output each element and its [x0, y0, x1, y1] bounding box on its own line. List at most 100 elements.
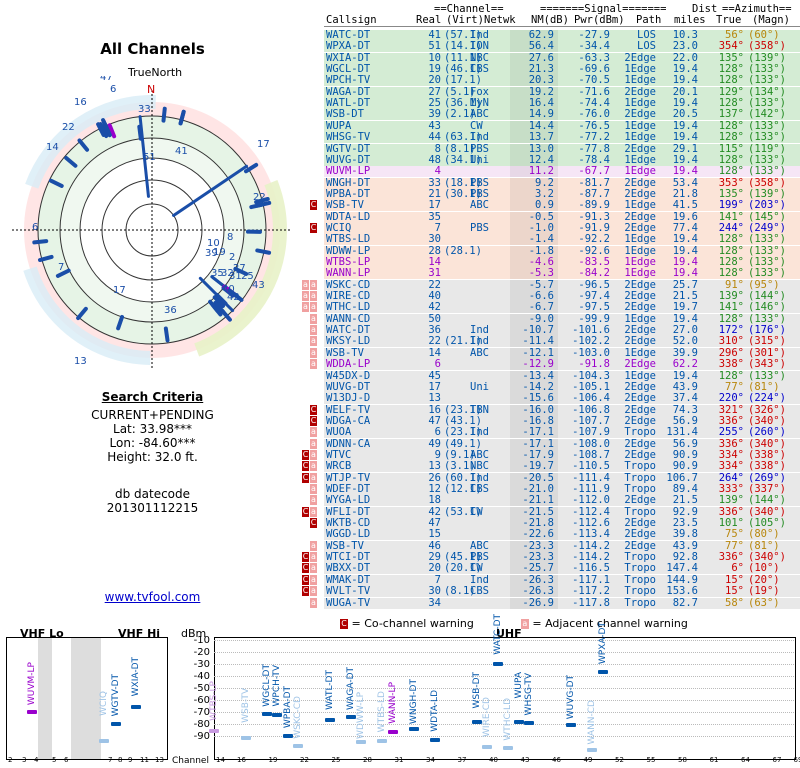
signal-stick[interactable]	[240, 736, 251, 741]
table-row[interactable]: WCIQ 7 PBS -1.0 -91.9 2Edge 77.4 244° (249°)	[324, 222, 800, 234]
cell-net: TBN	[470, 403, 489, 416]
signal-stick[interactable]	[524, 721, 534, 726]
cell-real: 13	[428, 392, 441, 405]
table-row[interactable]: WUOA 6 (23.1) Ind -17.1 -107.9 Tropo 131.4 255° (…	[324, 427, 800, 439]
signal-stick[interactable]	[99, 738, 109, 743]
x-tick-label: 58	[678, 756, 687, 764]
cell-path: 1Edge	[624, 312, 656, 325]
cell-path: 2Edge	[624, 85, 656, 98]
tvfool-link[interactable]: www.tvfool.com	[104, 590, 201, 604]
nm-column-shade	[510, 506, 558, 518]
signal-stick[interactable]	[387, 729, 398, 734]
table-row[interactable]: WFLI-DT 42 (53.1) CW -21.5 -112.4 Tropo 92.9 336…	[324, 506, 800, 518]
signal-stick[interactable]	[513, 720, 524, 725]
table-row[interactable]: WSKC-CD 22 -5.7 -96.5 2Edge 25.7 91° (95°)	[324, 279, 800, 291]
table-row[interactable]: WSB-TV 14 ABC -12.1 -103.0 1Edge 39.9 296° (301°…	[324, 347, 800, 359]
cell-call: WSB-TV	[326, 199, 364, 212]
table-row[interactable]: WTBS-LD 30 -1.4 -92.2 1Edge 19.4 128° (133°)	[324, 234, 800, 246]
table-row[interactable]: WSB-TV 17 ABC 0.9 -89.9 1Edge 41.5 199° (203°)	[324, 199, 800, 212]
table-row[interactable]: WGTV-DT 8 (8.1) PBS 13.0 -77.8 2Edge 29.1 115° (1…	[324, 143, 800, 155]
signal-stick[interactable]	[27, 709, 37, 714]
table-row[interactable]: WTBS-LP 14 -4.6 -83.5 1Edge 19.4 128° (133°)	[324, 257, 800, 268]
signal-stick[interactable]	[503, 745, 513, 750]
table-row[interactable]: WDWW-LP 28 (28.1) -1.8 -92.6 1Edge 19.4 128° (13…	[324, 245, 800, 257]
signal-stick[interactable]	[482, 745, 492, 750]
table-row[interactable]: WPCH-TV 20 (17.1) 20.3 -70.5 1Edge 19.4 128° (13…	[324, 75, 800, 87]
table-row[interactable]: WKTB-CD 47 -21.8 -112.6 2Edge 23.5 101° (105°)	[324, 518, 800, 530]
nm-column-shade	[510, 86, 558, 98]
table-row[interactable]: WNGH-DT 33 (18.1) PBS 9.2 -81.7 2Edge 53.4 353° (…	[324, 177, 800, 189]
table-row[interactable]: WUPA 43 CW 14.4 -76.5 1Edge 19.4 128° (133°)	[324, 120, 800, 132]
table-row[interactable]: WPXA-DT 51 (14.1) ION 56.4 -34.4 LOS 23.0 354° (3…	[324, 41, 800, 53]
table-row[interactable]: WTCI-DT 29 (45.1) PBS -23.3 -114.2 Tropo 92.8 33…	[324, 552, 800, 564]
table-row[interactable]: WDGA-CA 47 (43.1) -16.8 -107.7 2Edge 56.9 336° (…	[324, 415, 800, 427]
table-row[interactable]: WUVG-DT 48 (34.1) Uni 12.4 -78.4 1Edge 19.4 128°…	[324, 154, 800, 166]
table-row[interactable]: WATC-DT 41 (57.1) Ind 62.9 -27.9 LOS 10.3 56° (60…	[324, 30, 800, 41]
table-row[interactable]: WGGD-LD 15 -22.6 -113.4 2Edge 39.8 75° (80°)	[324, 529, 800, 541]
table-row[interactable]: WYGA-LD 18 -21.1 -112.0 2Edge 21.5 139° (144°)	[324, 495, 800, 507]
table-row[interactable]: WATC-DT 36 Ind -10.7 -101.6 2Edge 27.0 172° (176…	[324, 325, 800, 337]
table-row[interactable]: WXIA-DT 10 (11.1) NBC 27.6 -63.3 2Edge 22.0 135°…	[324, 52, 800, 64]
cell-pwr: -74.4	[578, 97, 610, 110]
cell-dist: 74.3	[672, 403, 698, 416]
table-row[interactable]: WDEF-DT 12 (12.1) CBS -21.0 -111.9 Tropo 89.4 33…	[324, 484, 800, 495]
table-row[interactable]: WGCL-DT 19 (46.1) CBS 21.3 -69.6 1Edge 19.4 128°…	[324, 64, 800, 76]
table-row[interactable]: WRCB 13 (3.1) NBC -19.7 -110.5 Tropo 90.9 334° (3…	[324, 461, 800, 473]
signal-stick[interactable]	[356, 739, 366, 744]
table-row[interactable]: WTVC 9 (9.1) ABC -17.9 -108.7 2Edge 90.9 334° (33…	[324, 448, 800, 461]
signal-stick[interactable]	[293, 744, 303, 749]
table-row[interactable]: WANN-LP 31 -5.3 -84.2 1Edge 19.4 128° (133°)	[324, 267, 800, 280]
cell-path: 2Edge	[624, 437, 656, 450]
signal-stick[interactable]	[471, 719, 482, 724]
signal-stick[interactable]	[131, 704, 141, 709]
signal-stick[interactable]	[111, 721, 121, 726]
cell-path: 2Edge	[624, 210, 656, 223]
y-tick-label: -20	[193, 647, 210, 658]
table-row[interactable]: WATL-DT 25 (36.1) MyN 16.4 -74.4 1Edge 19.4 128°…	[324, 97, 800, 110]
table-row[interactable]: WELF-TV 16 (23.1) TBN -16.0 -106.8 2Edge 74.3 32…	[324, 403, 800, 416]
table-row[interactable]: WUGA-TV 34 -26.9 -117.8 Tropo 82.7 58° (63°)	[324, 597, 800, 609]
table-row[interactable]: WUVM-LP 4 11.2 -67.7 1Edge 19.4 128° (133°)	[324, 166, 800, 178]
signal-stick[interactable]	[587, 748, 597, 753]
signal-stick[interactable]	[408, 726, 419, 731]
signal-stick[interactable]	[566, 722, 576, 727]
signal-stick[interactable]	[272, 713, 282, 718]
table-row[interactable]: WUVG-DT 17 Uni -14.2 -105.1 2Edge 43.9 77° (81°)	[324, 381, 800, 393]
table-row[interactable]: W13DJ-D 13 -15.6 -106.4 2Edge 37.4 220° (224°)	[324, 392, 800, 405]
table-row[interactable]: WHSG-TV 44 (63.1) Ind 13.7 -77.2 1Edge 19.4 128°…	[324, 132, 800, 144]
table-row[interactable]: WANN-CD 50 -9.0 -99.9 1Edge 19.4 128° (133°)	[324, 312, 800, 325]
signal-stick[interactable]	[597, 669, 608, 674]
table-row[interactable]: WDNN-CA 49 (49.1) -17.1 -108.0 2Edge 56.9 336° (…	[324, 437, 800, 450]
signal-stick[interactable]	[209, 728, 219, 733]
table-row[interactable]: WTHC-LD 42 -6.7 -97.5 2Edge 19.7 141° (146°)	[324, 302, 800, 314]
header-miles: miles	[674, 14, 706, 26]
polar-ray	[137, 124, 143, 141]
table-row[interactable]: WIRE-CD 40 -6.6 -97.4 2Edge 21.5 139° (144°)	[324, 291, 800, 303]
table-row[interactable]: W45DX-D 45 -13.4 -104.3 1Edge 19.4 128° (133°)	[324, 370, 800, 382]
signal-stick[interactable]	[377, 739, 387, 744]
table-row[interactable]: WPBA-DT 21 (30.1) PBS 3.2 -87.7 2Edge 21.8 135° (…	[324, 188, 800, 200]
table-row[interactable]: WKSY-LD 22 (21.1) Ind -11.4 -102.2 2Edge 52.0 31…	[324, 336, 800, 348]
signal-stick[interactable]	[282, 733, 293, 738]
table-row[interactable]: WBXX-DT 20 (20.1) CW -25.7 -116.5 Tropo 147.4 6°…	[324, 563, 800, 575]
signal-stick[interactable]	[324, 717, 335, 722]
table-row[interactable]: WMAK-DT 7 Ind -26.3 -117.1 Tropo 144.9 15° (20°)	[324, 573, 800, 586]
signal-stick[interactable]	[261, 712, 272, 717]
table-row[interactable]: WDTA-LD 35 -0.5 -91.3 2Edge 19.6 141° (145°)	[324, 210, 800, 223]
header-virt: (Virt)	[446, 14, 484, 26]
table-row[interactable]: WDDA-LP 6 -12.9 -91.8 2Edge 62.2 338° (343°)	[324, 359, 800, 371]
cell-az: 334°	[718, 448, 744, 461]
table-row[interactable]: WSB-DT 39 (2.1) ABC 14.9 -76.0 2Edge 20.5 137° (1…	[324, 109, 800, 121]
table-row[interactable]: WSB-TV 46 ABC -23.3 -114.2 2Edge 43.9 77° (81°)	[324, 540, 800, 552]
signal-stick[interactable]	[492, 662, 503, 667]
signal-stick[interactable]	[429, 738, 440, 743]
table-row[interactable]: WVLT-TV 30 (8.1) CBS -26.3 -117.2 Tropo 153.6 15…	[324, 586, 800, 598]
cell-pwr: -117.1	[572, 573, 610, 586]
cell-nm: -5.3	[528, 267, 554, 280]
signal-stick[interactable]	[345, 714, 356, 719]
table-row[interactable]: WAGA-DT 27 (5.1) Fox 19.2 -71.6 2Edge 20.1 129° (…	[324, 85, 800, 98]
polar-ray	[37, 254, 54, 263]
header-azimuth-group: ==Azimuth==	[722, 3, 792, 15]
table-row[interactable]: WTJP-TV 26 (60.1) Ind -20.5 -111.4 Tropo 106.7 2…	[324, 472, 800, 484]
cell-az: 128°	[718, 256, 744, 268]
